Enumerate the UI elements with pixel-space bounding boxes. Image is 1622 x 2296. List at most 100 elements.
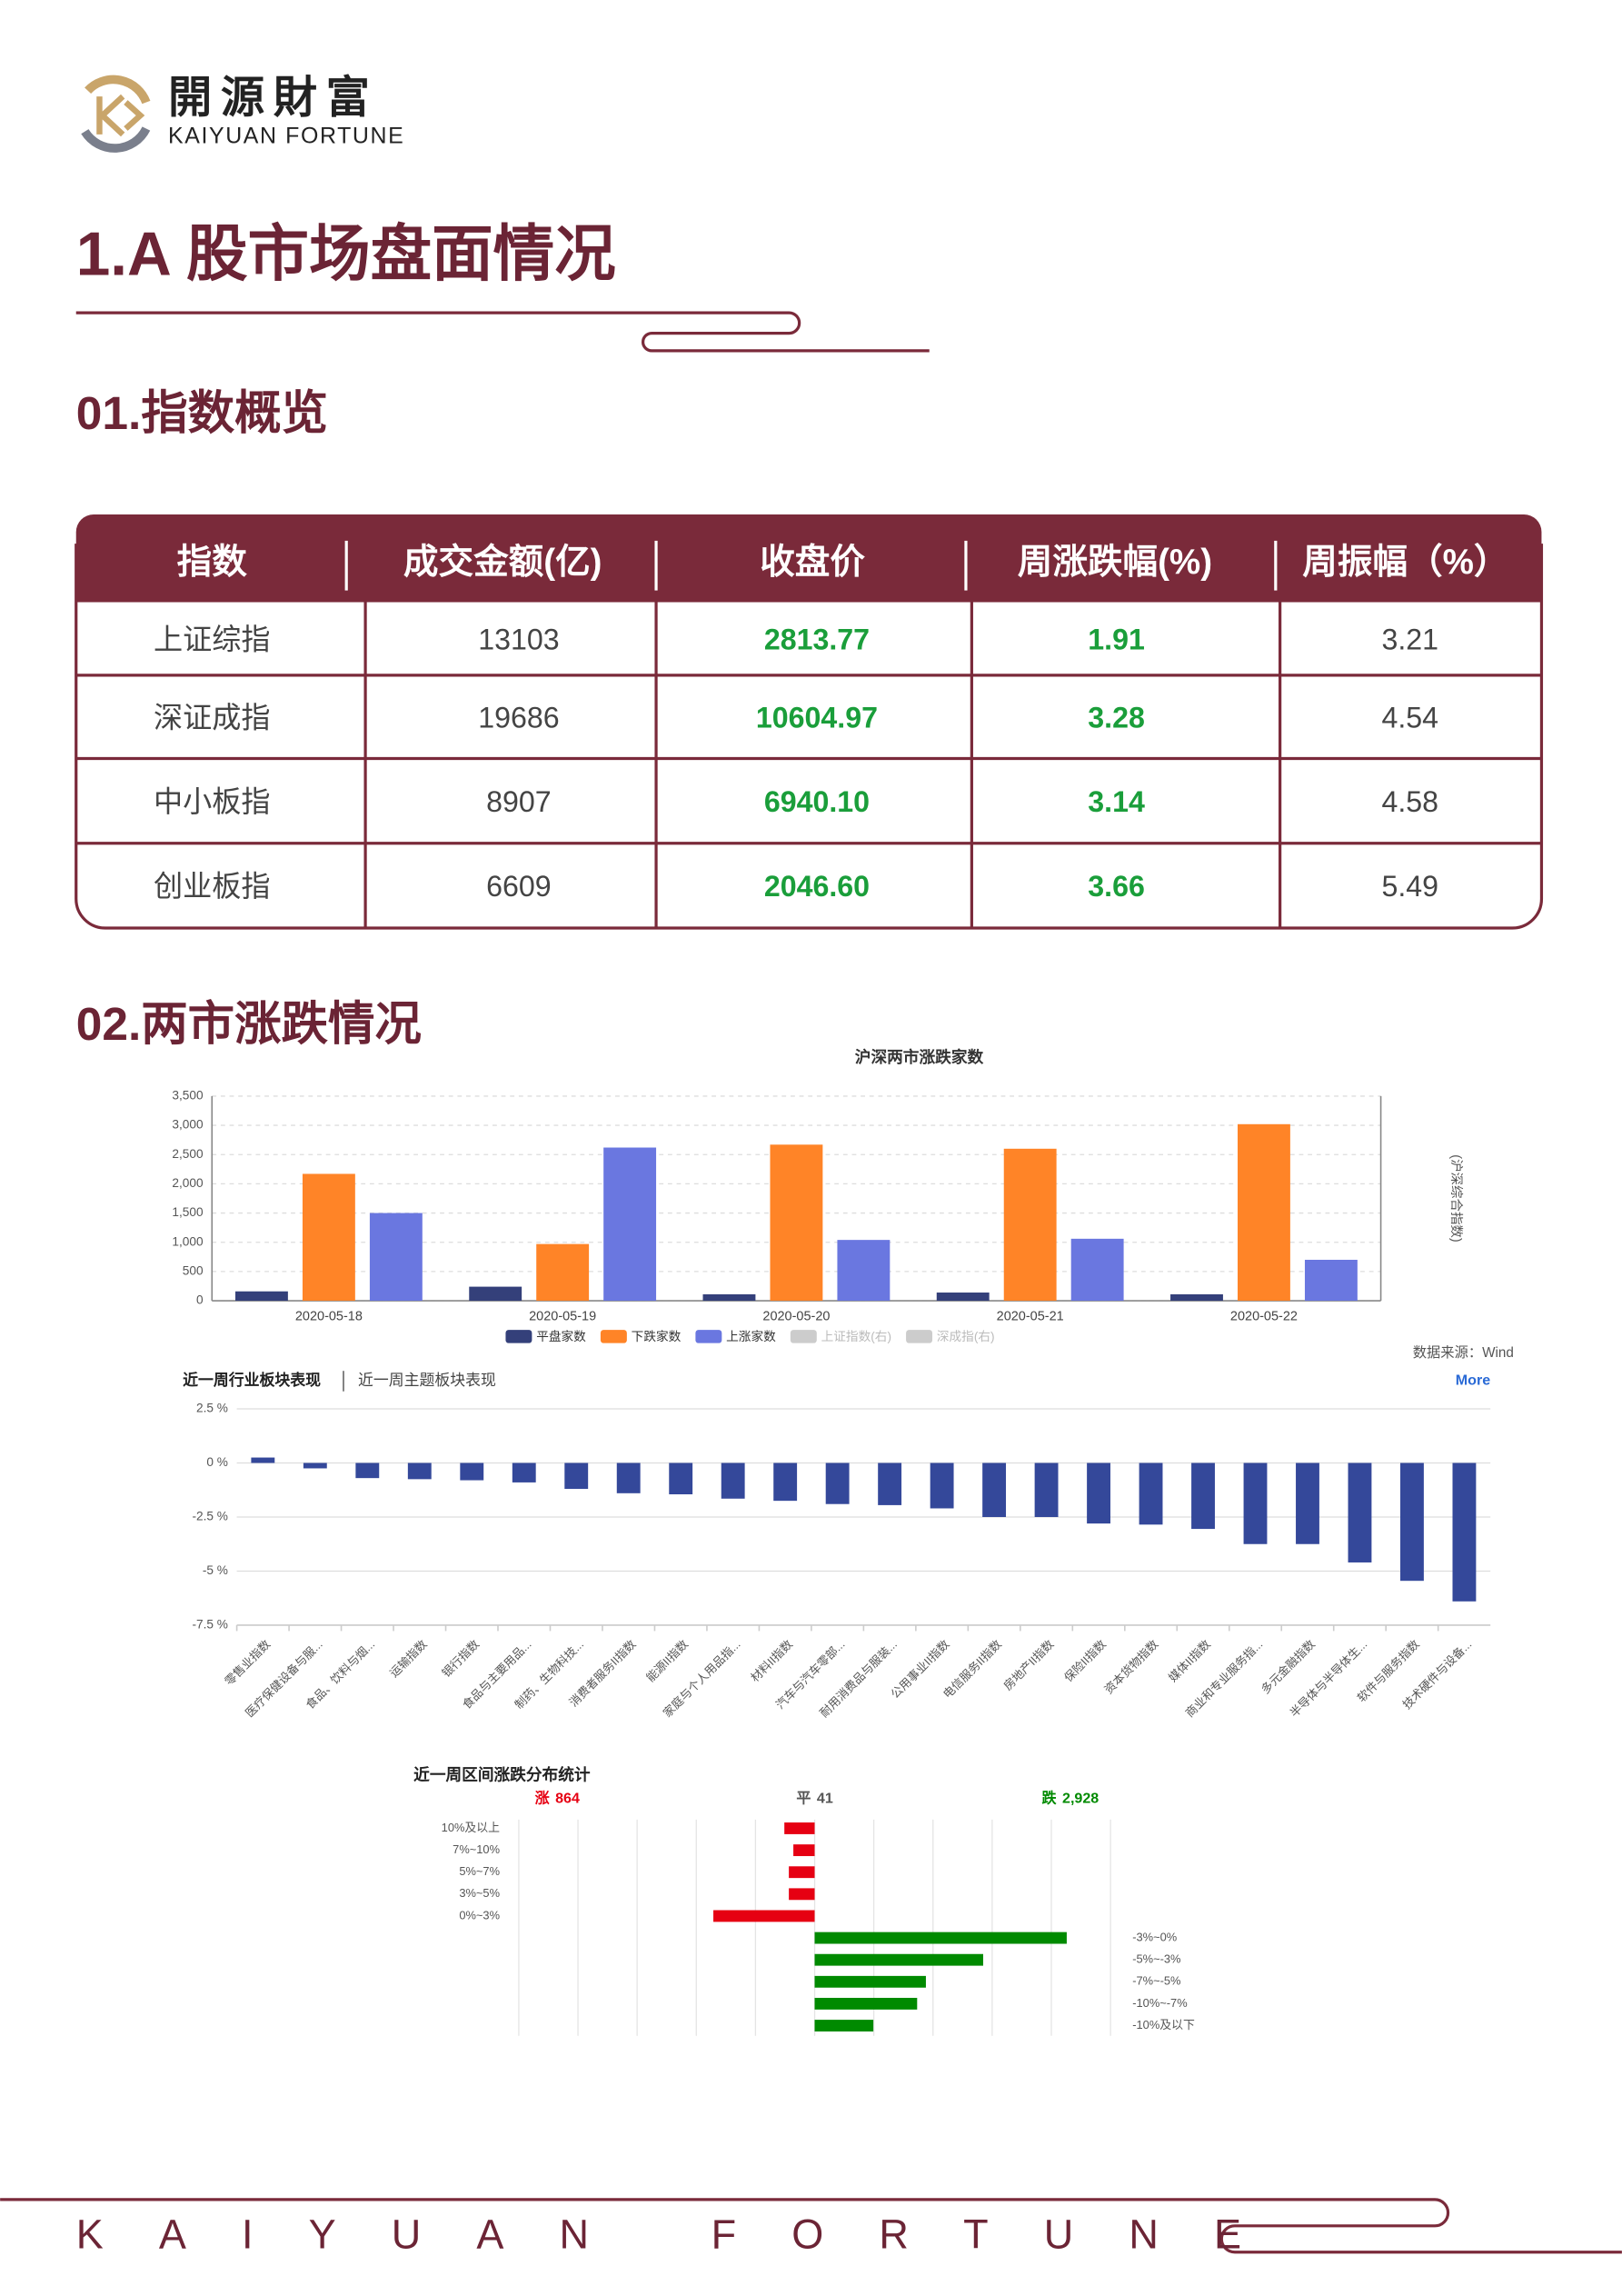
- bar: [1003, 1148, 1057, 1302]
- legend-swatch: [600, 1330, 627, 1343]
- table-cell: 3.66: [1088, 870, 1145, 903]
- legend-label: 上涨家数: [726, 1329, 776, 1343]
- bar: [1304, 1260, 1358, 1302]
- table-cell: 深证成指: [154, 701, 271, 734]
- bar: [616, 1462, 641, 1493]
- x-tick-label: 房地产II指数: [1000, 1637, 1056, 1692]
- table-cell: 13103: [478, 623, 559, 655]
- legend-swatch: [790, 1330, 817, 1343]
- source-note: 数据来源：Wind: [1413, 1345, 1514, 1361]
- table-cell: 上证综指: [154, 623, 271, 655]
- bar: [1191, 1462, 1215, 1530]
- table-cell: 创业板指: [154, 870, 271, 903]
- bar: [1070, 1238, 1124, 1302]
- legend-swatch: [505, 1330, 532, 1343]
- y-tick-label: 0: [196, 1293, 204, 1307]
- summary-name: 跌: [1042, 1790, 1058, 1807]
- bar: [460, 1462, 484, 1481]
- section-title: 1.A 股市场盘面情况: [76, 220, 616, 288]
- bar: [1452, 1462, 1477, 1602]
- table-header: 成交金额(亿): [403, 543, 602, 582]
- table-cell: 6940.10: [764, 785, 870, 818]
- y-tick-label: 500: [183, 1263, 204, 1277]
- tab[interactable]: 近一周主题板块表现: [358, 1372, 496, 1389]
- index-table: 指数 成交金额(亿) 收盘价 周涨跌幅(%) 周振幅（%） 上证综指 13103 2813.7…: [75, 514, 1544, 930]
- bar: [814, 1932, 1067, 1944]
- tab[interactable]: 近一周行业板块表现: [183, 1371, 321, 1389]
- x-tick-label: 材料II指数: [748, 1637, 795, 1684]
- footer-brand: KAIYUAN FORTUNE: [76, 2211, 1297, 2258]
- bar: [713, 1910, 815, 1922]
- summary-value: 41: [817, 1791, 833, 1807]
- category-label: -3%~0%: [1132, 1930, 1177, 1943]
- table-cell: 2813.77: [764, 623, 870, 655]
- bar: [469, 1286, 522, 1302]
- y-tick-label: 2.5 %: [196, 1402, 228, 1415]
- y-tick-label: -5 %: [203, 1563, 228, 1577]
- bar: [930, 1462, 954, 1509]
- category-label: -10%及以下: [1132, 2018, 1195, 2031]
- bar: [814, 1997, 918, 2010]
- logo-cn: 開源財富: [168, 74, 378, 123]
- bar: [512, 1462, 536, 1482]
- logo-en: KAIYUAN FORTUNE: [168, 124, 404, 149]
- bar: [407, 1462, 432, 1480]
- summary-name: 涨: [535, 1791, 551, 1807]
- y-tick-label: 0 %: [206, 1455, 228, 1469]
- bar: [814, 1953, 983, 1966]
- bar: [536, 1243, 590, 1302]
- y-tick-label: -7.5 %: [192, 1618, 227, 1632]
- bar: [814, 2020, 874, 2031]
- table-cell: 中小板指: [154, 785, 271, 818]
- table-cell: 3.14: [1088, 785, 1145, 818]
- logo-mark: [96, 94, 145, 137]
- bar: [1400, 1462, 1424, 1582]
- x-tick-label: 资本货物指数: [1101, 1637, 1160, 1696]
- category-label: -5%~-3%: [1132, 1952, 1180, 1966]
- y-tick-label: 2,000: [172, 1176, 204, 1190]
- x-tick-label: 2020-05-20: [762, 1310, 830, 1324]
- bar: [793, 1844, 815, 1857]
- bar: [1139, 1462, 1163, 1525]
- logo: [81, 75, 151, 153]
- bar: [303, 1462, 327, 1469]
- x-tick-label: 运输指数: [387, 1637, 430, 1680]
- more-link[interactable]: More: [1456, 1373, 1490, 1389]
- table-cell: 10604.97: [756, 701, 878, 734]
- bar: [302, 1173, 355, 1302]
- charts: 0 500 1,000 1,500 2,000 2,500 3,000 3,500 沪深两市涨跌…: [172, 1047, 1514, 2036]
- table-cell: 3.21: [1381, 623, 1438, 655]
- x-tick-label: 2020-05-18: [295, 1310, 363, 1324]
- summary: 跌 2,928: [1042, 1790, 1100, 1807]
- bar: [369, 1213, 423, 1302]
- bar: [251, 1457, 275, 1463]
- x-tick-label: 银行指数: [439, 1637, 482, 1680]
- x-tick-label: 媒体II指数: [1166, 1637, 1213, 1684]
- category-label: 5%~7%: [459, 1864, 500, 1878]
- y-tick-label: 3,500: [172, 1089, 204, 1103]
- title-decoration: [75, 311, 930, 353]
- bar: [1170, 1293, 1223, 1302]
- bar: [1243, 1462, 1268, 1544]
- summary-value: 2,928: [1062, 1791, 1099, 1807]
- x-tick-label: 2020-05-19: [529, 1310, 596, 1324]
- bar: [770, 1144, 823, 1302]
- bar: [1296, 1462, 1319, 1544]
- bar: [1087, 1462, 1110, 1524]
- legend-label: 平盘家数: [536, 1329, 586, 1343]
- table-header-bg: [75, 514, 1542, 603]
- y-tick-label: 1,500: [172, 1205, 204, 1219]
- chart-title: 沪深两市涨跌家数: [855, 1047, 984, 1066]
- bar: [982, 1462, 1007, 1517]
- table-cell: 19686: [478, 701, 559, 734]
- x-tick-label: 2020-05-22: [1230, 1310, 1298, 1324]
- category-label: 3%~5%: [459, 1886, 500, 1900]
- y-tick-label: 1,000: [172, 1234, 204, 1248]
- chart-title: 近一周区间涨跌分布统计: [413, 1764, 591, 1783]
- summary: 平 41: [796, 1791, 832, 1807]
- bar: [1238, 1123, 1290, 1302]
- logo-arc: [85, 75, 151, 105]
- legend-swatch: [906, 1330, 933, 1343]
